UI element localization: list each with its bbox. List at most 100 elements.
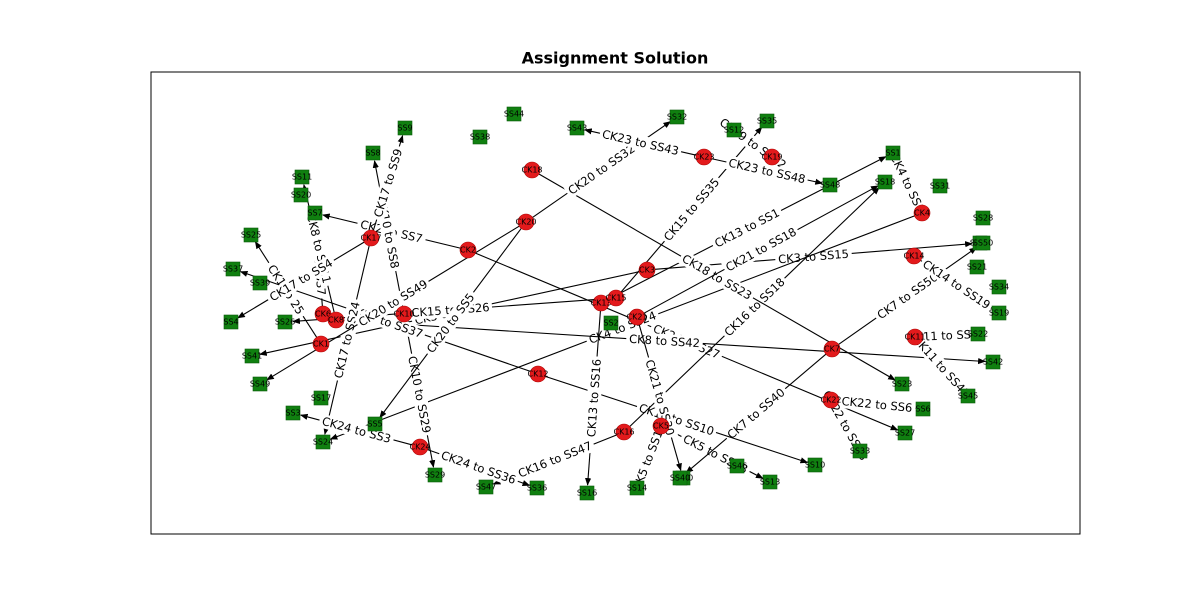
ss-node: SS45 <box>958 388 978 404</box>
ss-node: SS49 <box>250 376 270 392</box>
ck-node: CK20 <box>515 213 537 231</box>
ss-node-square <box>894 376 910 392</box>
ck-node-circle <box>628 308 646 326</box>
ss-node-square <box>315 434 331 450</box>
edge-label-background <box>709 204 785 252</box>
ck-node-circle <box>459 241 477 259</box>
edge-label-background <box>677 250 757 304</box>
ss-node-square <box>225 261 241 277</box>
ss-node-square <box>529 480 545 496</box>
edge: CK13 to SS16 <box>583 310 605 486</box>
ss-node: SS7 <box>307 205 323 221</box>
ck-node-label: CK22 <box>820 396 841 405</box>
ck-node-circle <box>517 213 535 231</box>
edge-label-background <box>563 140 640 199</box>
ss-node-label: SS7 <box>307 209 322 218</box>
edge-label-background <box>264 254 338 306</box>
edge: CK23 to SS43 <box>584 126 697 159</box>
ck-node-label: CK2 <box>460 246 476 255</box>
ck-node-circle <box>327 311 345 329</box>
ss-node-label: SS23 <box>892 380 912 389</box>
edge-label: CK3 to SS15 <box>778 247 850 267</box>
ss-node-square <box>915 401 931 417</box>
ss-node: SS50 <box>973 235 993 251</box>
edge: CK22 to SS6 <box>838 393 916 416</box>
ss-node-label: SS28 <box>973 214 993 223</box>
ss-node: SS11 <box>292 169 312 185</box>
edge-label-background <box>370 144 406 222</box>
edge-label-group: CK17 to SS24 <box>330 297 364 383</box>
ss-node: SS37 <box>223 261 243 277</box>
ck-node: CK2 <box>459 241 477 259</box>
edge-label-group: CK22 to SS6 <box>838 393 916 416</box>
edge-label: CK7 to SS40 <box>724 385 787 442</box>
edge-label-background <box>724 155 810 187</box>
ss-node-square <box>223 314 239 330</box>
ss-node-square <box>252 376 268 392</box>
ss-node-square <box>277 314 293 330</box>
ss-node-label: SS44 <box>504 110 524 119</box>
ss-node-square <box>472 129 488 145</box>
ck-node-circle <box>362 229 380 247</box>
ss-node: SS48 <box>820 177 840 193</box>
ck-node-circle <box>395 305 413 323</box>
ck-node: CK19 <box>761 148 783 166</box>
ck-node-circle <box>823 340 841 358</box>
ss-node-square <box>294 169 310 185</box>
ss-node: SS46 <box>727 458 747 474</box>
edge-label: CK22 to SS6 <box>841 394 913 415</box>
ss-node-label: SS48 <box>820 181 840 190</box>
ss-node: SS42 <box>983 354 1003 370</box>
edge-label-background <box>317 413 396 447</box>
edge-label-background <box>513 437 597 482</box>
edge-label-group: CK13 to SS16 <box>583 355 605 441</box>
ss-node-label: SS40 <box>670 474 690 483</box>
ck-node-label: CK19 <box>761 153 782 162</box>
ss-node-label: SS5 <box>367 420 382 429</box>
edge: CK13 to SS1 <box>607 156 887 300</box>
ss-node-label: SS31 <box>930 182 950 191</box>
ss-node-label: SS3 <box>285 409 300 418</box>
ck-node-circle <box>652 417 670 435</box>
ck-node-label: CK6 <box>315 310 331 319</box>
ss-node: SS25 <box>241 227 261 243</box>
ss-node-label: SS26 <box>275 318 295 327</box>
edge-label-background <box>436 447 521 488</box>
ss-node-square <box>960 388 976 404</box>
ss-node-square <box>877 174 893 190</box>
ss-node-label: SS32 <box>667 113 687 122</box>
ss-node-square <box>293 187 309 203</box>
edge-label: CK10 to SS29 <box>405 355 434 435</box>
ss-node-label: SS16 <box>577 489 597 498</box>
ck-node-label: CK1 <box>313 340 329 349</box>
ck-node-circle <box>411 438 429 456</box>
ss-node-square <box>478 479 494 495</box>
edge-label-group: CK20 to SS32 <box>563 140 640 199</box>
ck-node-label: CK21 <box>626 313 647 322</box>
ck-node: CK5 <box>652 417 670 435</box>
edge-label-background <box>343 301 428 342</box>
ck-node-label: CK13 <box>590 299 611 308</box>
ss-node-square <box>365 145 381 161</box>
ss-node-label: SS41 <box>242 352 262 361</box>
ck-node: CK18 <box>521 161 543 179</box>
edge-label-background <box>918 255 995 314</box>
ck-node: CK21 <box>626 308 648 326</box>
ss-node-square <box>672 470 688 486</box>
ss-node-label: SS29 <box>425 471 445 480</box>
ss-node-square <box>252 275 268 291</box>
ss-node: SS32 <box>667 109 687 125</box>
ss-node: SS38 <box>470 129 490 145</box>
edge-label: CK20 to SS32 <box>565 141 637 197</box>
edge-label-group: CK7 to SS40 <box>722 383 790 444</box>
ss-node-label: SS20 <box>291 191 311 200</box>
ss-node-square <box>603 315 619 331</box>
edge-label-background <box>353 275 433 331</box>
ck-node-label: CK7 <box>824 345 840 354</box>
ss-node-square <box>822 177 838 193</box>
ck-node-label: CK5 <box>653 422 669 431</box>
ss-node: SS34 <box>989 279 1009 295</box>
ss-node: SS4 <box>223 314 239 330</box>
ss-node: SS9 <box>397 120 413 136</box>
